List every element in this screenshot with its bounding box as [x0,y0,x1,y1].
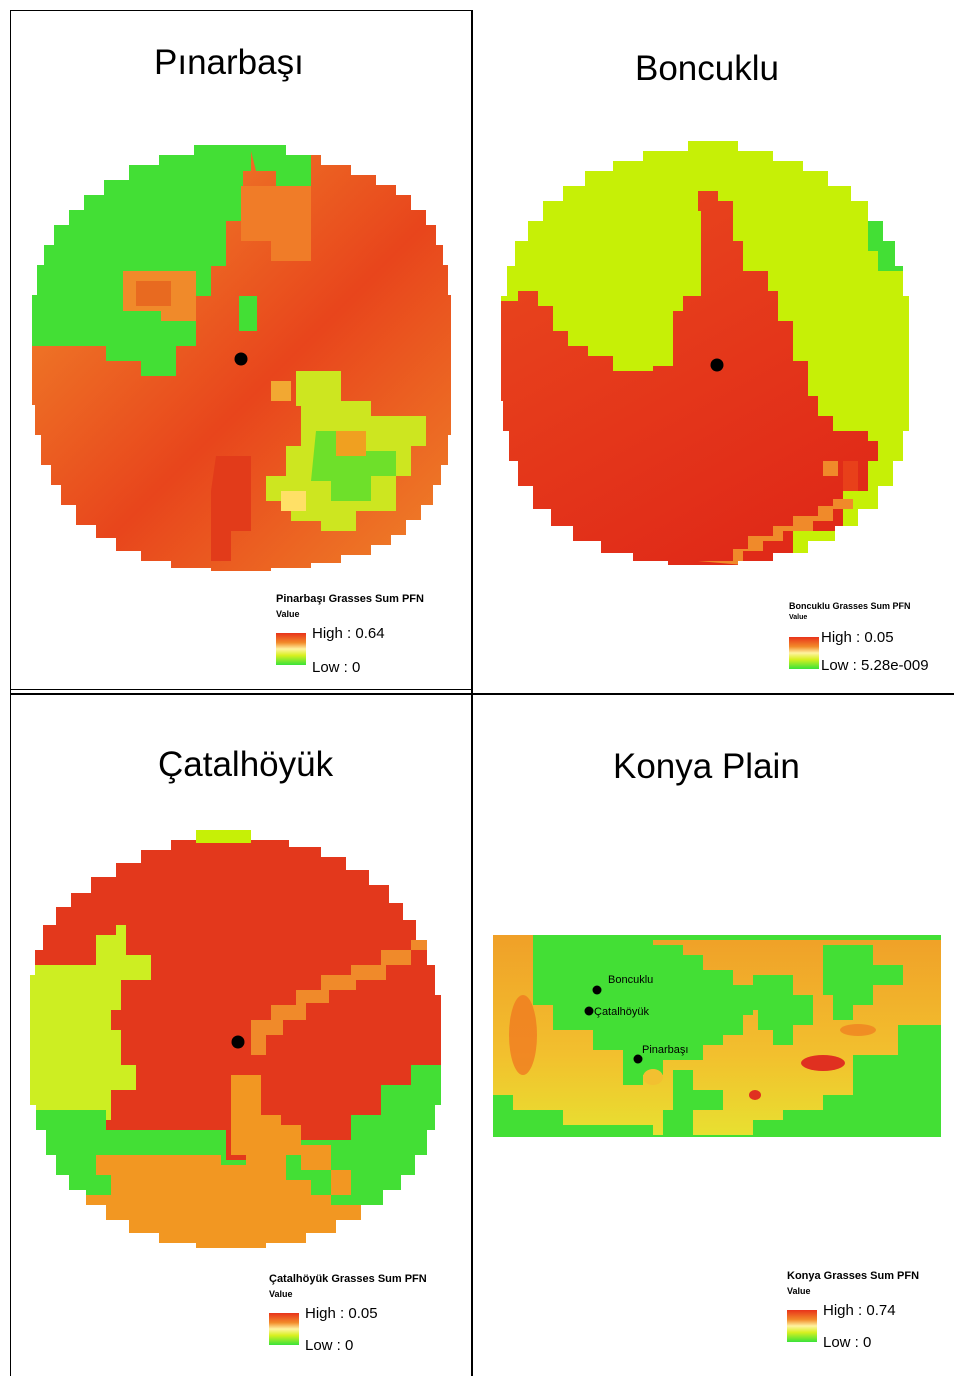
legend-catalhoyuk: Çatalhöyük Grasses Sum PFN Value High : … [269,1273,469,1368]
legend-boncuklu: Boncuklu Grasses Sum PFN Value High : 0.… [789,601,954,691]
legend-title: Çatalhöyük Grasses Sum PFN [269,1273,427,1285]
site-marker-boncuklu [592,985,602,995]
site-label-boncuklu: Boncuklu [608,974,653,986]
panel-konya: Konya Plain Boncuklu Çatalhöyük Pinarbaş… [473,695,954,1376]
panel-title: Pınarbaşı [154,43,304,82]
legend-high: High : 0.05 [305,1305,378,1322]
legend-color-ramp [787,1310,817,1342]
panel-boncuklu: Boncuklu Boncuklu Grasses Sum PFN Value … [473,11,954,691]
konya-raster-map: Boncuklu Çatalhöyük Pinarbaşı [493,935,941,1137]
frame-top-line [10,10,473,11]
site-label-pinarbasi: Pinarbaşı [642,1044,688,1056]
frame-middle-line-h [10,693,954,695]
site-marker-pinarbasi [633,1054,643,1064]
legend-konya: Konya Grasses Sum PFN Value High : 0.74 … [787,1270,952,1365]
legend-value-label: Value [787,1286,811,1296]
boncuklu-raster-map [501,141,909,565]
legend-value-label: Value [269,1289,293,1299]
panel-catalhoyuk: Çatalhöyük Çatalhöyük Grasses Sum PFN Va… [11,695,471,1376]
catalhoyuk-raster-map [30,830,441,1248]
legend-high: High : 0.64 [312,625,385,642]
legend-title: Konya Grasses Sum PFN [787,1270,920,1282]
site-marker-catalhoyuk [584,1006,594,1016]
site-label-catalhoyuk: Çatalhöyük [594,1006,650,1018]
pinarbasi-raster-map [32,145,451,571]
legend-low: Low : 0 [305,1337,354,1354]
legend-value-label: Value [789,614,808,621]
legend-title: Pinarbaşı Grasses Sum PFN [276,593,424,605]
site-marker-pinarbasi [234,352,248,366]
legend-low: Low : 5.28e-009 [821,657,929,674]
legend-high: High : 0.05 [821,629,894,646]
panel-title: Çatalhöyük [158,745,334,784]
legend-low: Low : 0 [312,659,361,676]
panel-pinarbasi: Pınarbaşı Pinarbaşı G [11,11,471,691]
legend-title: Boncuklu Grasses Sum PFN [789,601,911,611]
legend-color-ramp [269,1313,299,1345]
panel-title: Boncuklu [635,49,779,88]
site-marker-catalhoyuk [231,1035,245,1049]
legend-pinarbasi: Pinarbaşı Grasses Sum PFN Value High : 0… [276,593,471,683]
frame-middle-line-h2 [10,689,473,690]
legend-color-ramp [276,633,306,665]
legend-value-label: Value [276,609,300,619]
legend-low: Low : 0 [823,1334,872,1351]
legend-high: High : 0.74 [823,1302,896,1319]
site-marker-boncuklu [710,358,724,372]
panel-title: Konya Plain [613,747,800,786]
legend-color-ramp [789,637,819,669]
